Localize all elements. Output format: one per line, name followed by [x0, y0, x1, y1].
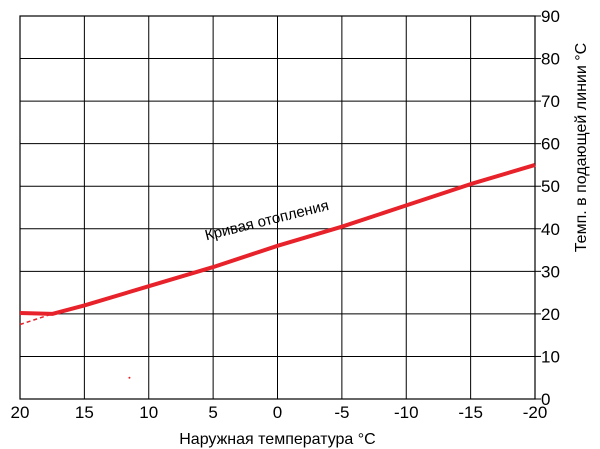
stray-mark: [128, 376, 131, 379]
x-tick-label: 20: [11, 403, 30, 422]
x-tick-label: -20: [523, 403, 548, 422]
y-tick-label: 60: [541, 135, 560, 154]
x-tick-label: 0: [273, 403, 282, 422]
chart-series: [19, 162, 536, 379]
x-axis-label: Наружная температура °C: [179, 431, 375, 448]
y-tick-label: 20: [541, 305, 560, 324]
x-tick-label: 10: [139, 403, 158, 422]
y-tick-label: 30: [541, 262, 560, 281]
y-tick-label: 0: [541, 390, 550, 409]
y-tick-label: 40: [541, 220, 560, 239]
x-tick-label: -15: [458, 403, 483, 422]
x-tick-labels: 20 15 10 5 0 -5 -10 -15 -20: [11, 403, 548, 422]
y-tick-label: 50: [541, 177, 560, 196]
plot-frame: [19, 15, 536, 400]
chart-grid: [19, 15, 541, 400]
y-tick-label: 80: [541, 50, 560, 69]
heating-curve-line: [19, 162, 536, 316]
y-tick-label: 70: [541, 92, 560, 111]
x-tick-label: 5: [208, 403, 217, 422]
y-tick-label: 10: [541, 347, 560, 366]
x-tick-label: -5: [334, 403, 349, 422]
y-tick-labels: 0 10 20 30 40 50 60 70 80 90: [541, 7, 560, 409]
heating-curve-extension-line: [19, 313, 53, 326]
y-axis-label: Темп. в подающей линии °C: [573, 43, 590, 252]
x-tick-label: 15: [75, 403, 94, 422]
y-tick-label: 90: [541, 7, 560, 26]
x-tick-label: -10: [394, 403, 419, 422]
